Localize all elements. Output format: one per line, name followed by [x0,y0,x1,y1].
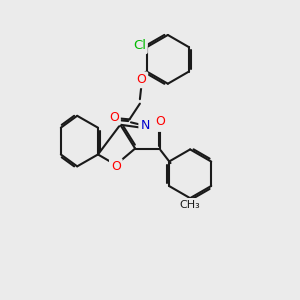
Text: CH₃: CH₃ [180,200,200,210]
Text: H: H [153,117,162,130]
Text: Cl: Cl [133,39,146,52]
Text: O: O [155,115,165,128]
Text: O: O [109,110,119,124]
Text: O: O [111,160,121,173]
Text: O: O [136,74,146,86]
Text: N: N [140,119,150,132]
